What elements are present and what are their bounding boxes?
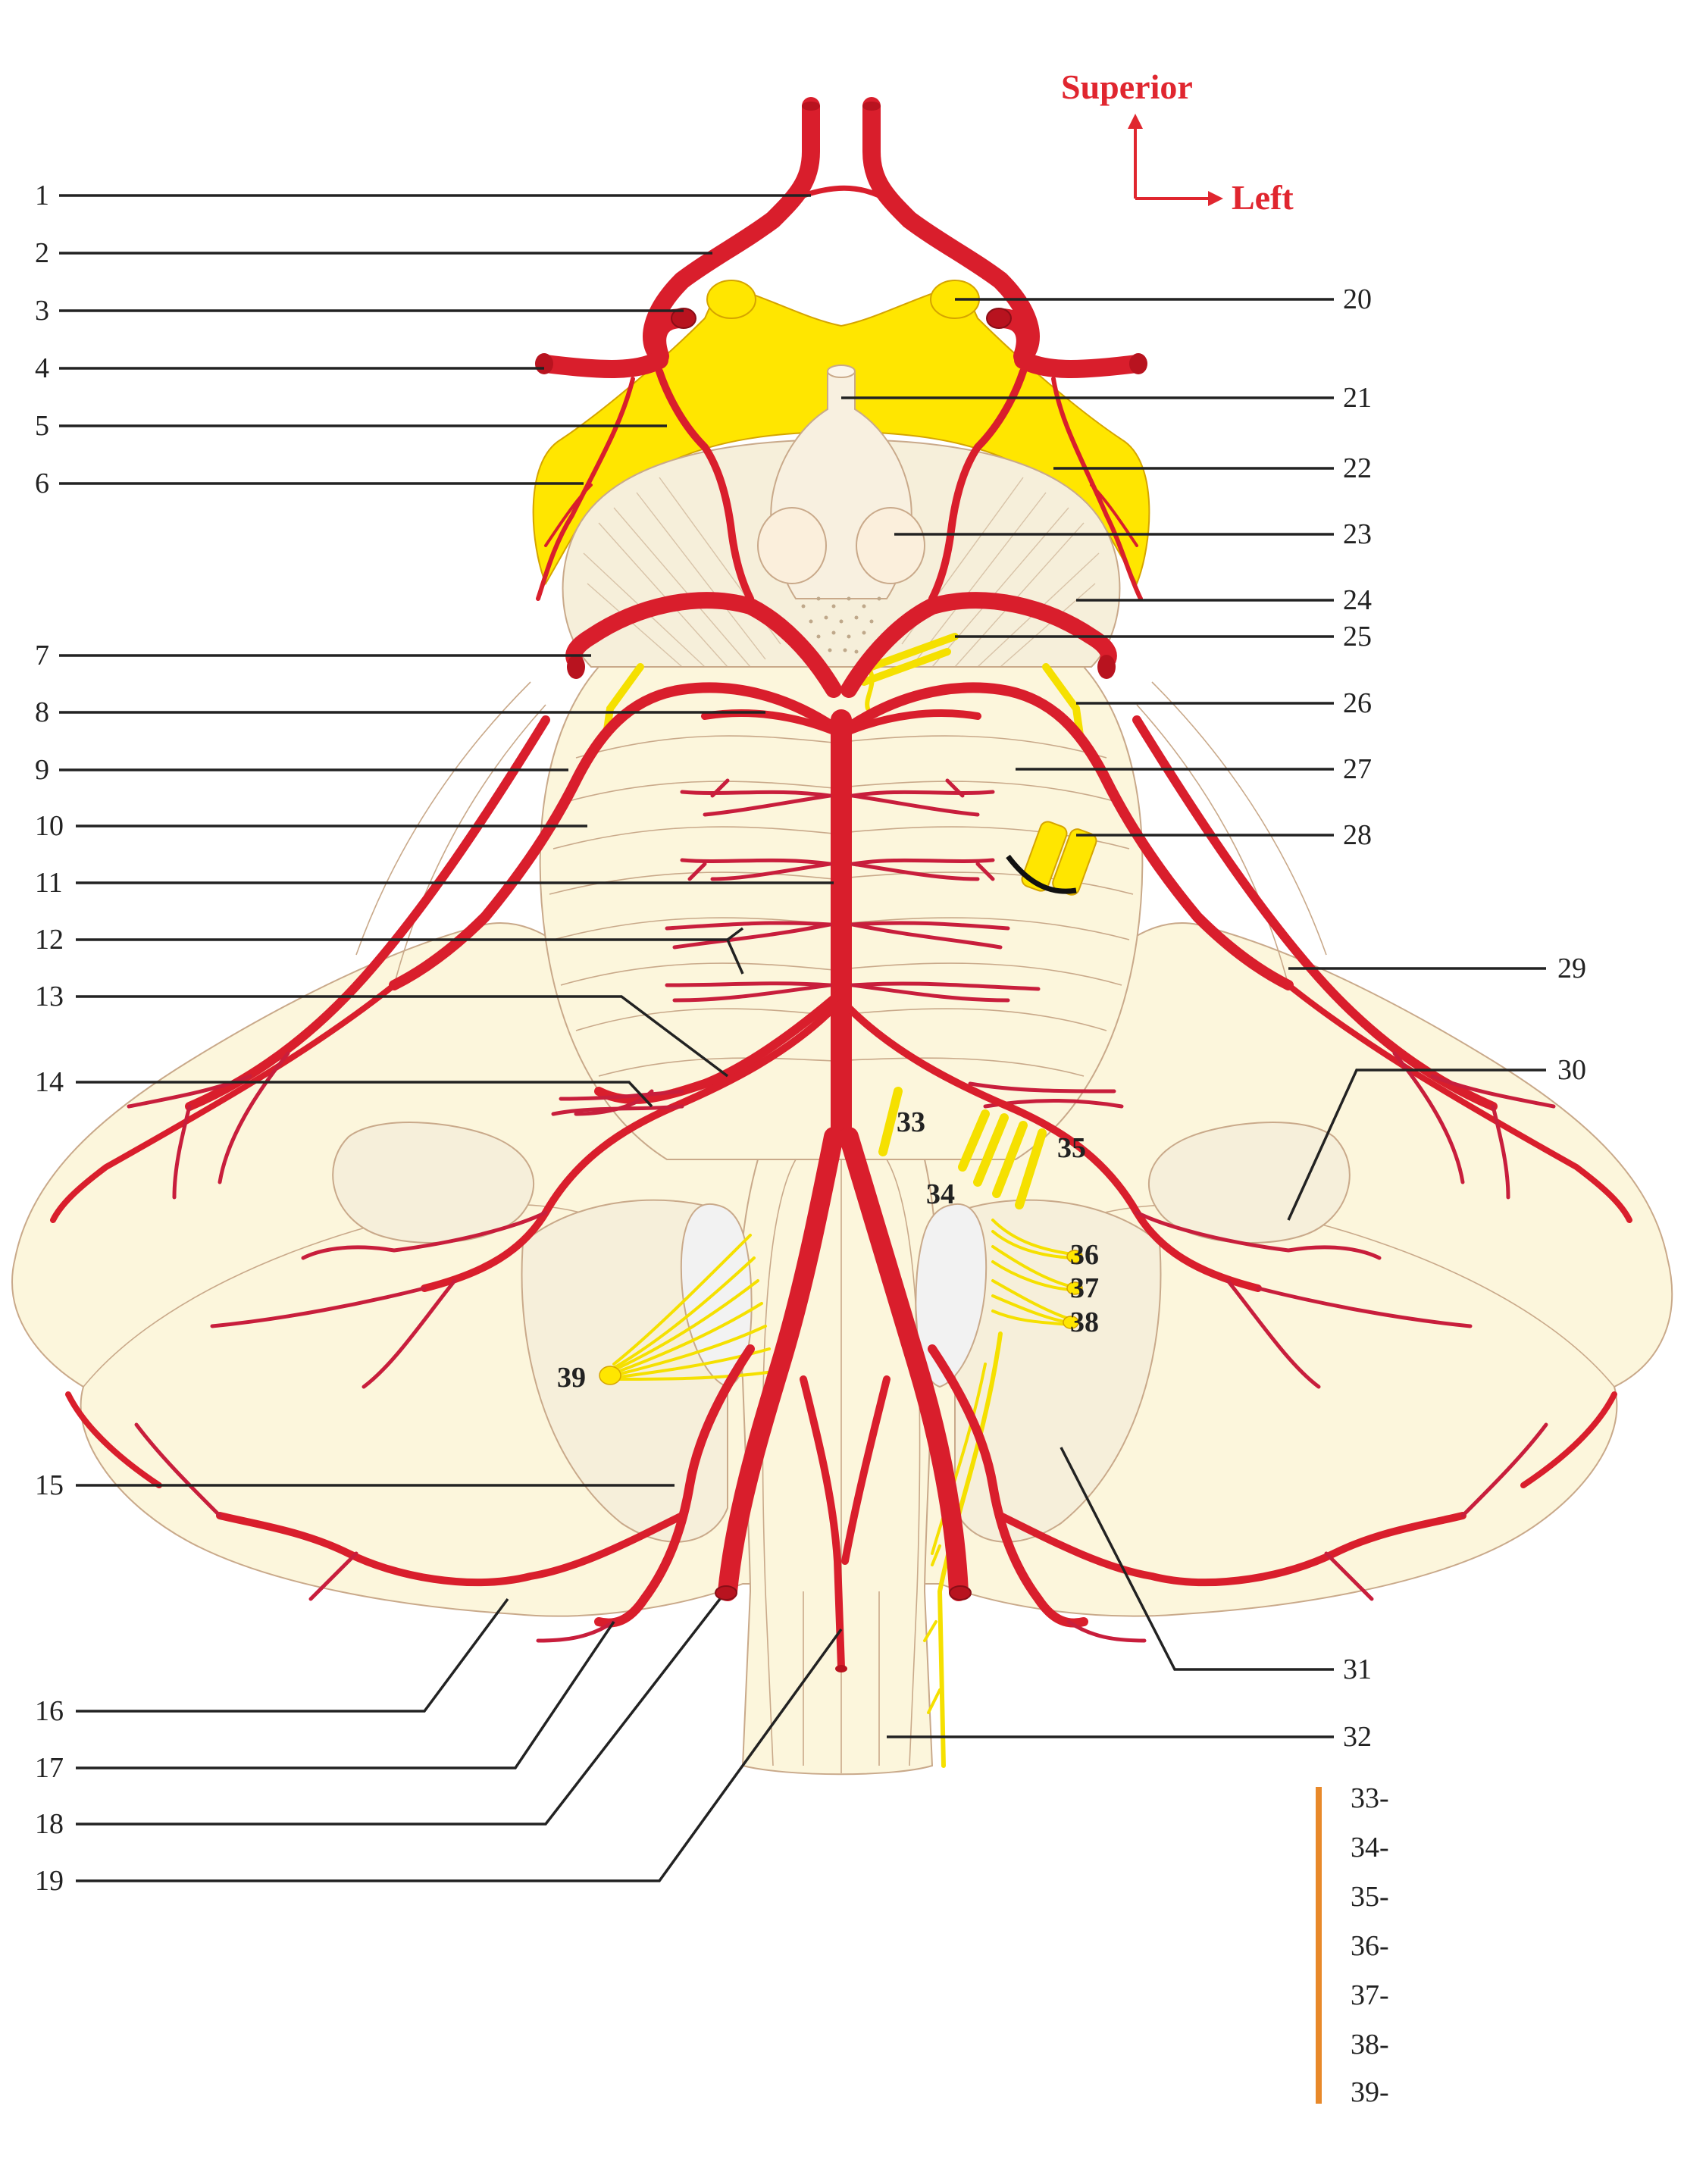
label-32: 32 [1343, 1721, 1372, 1753]
label-7: 7 [35, 640, 49, 671]
label-14: 14 [35, 1066, 64, 1098]
label-34: 34 [926, 1178, 955, 1210]
label-10: 10 [35, 810, 64, 842]
label-20: 20 [1343, 283, 1372, 315]
ica-cut-right-side [671, 308, 696, 329]
legend-item-34: 34- [1351, 1832, 1389, 1863]
label-37: 37 [1070, 1272, 1099, 1304]
label-11: 11 [35, 867, 63, 899]
legend-item-38: 38- [1351, 2029, 1389, 2060]
label-18: 18 [35, 1808, 64, 1840]
label-31: 31 [1343, 1654, 1372, 1685]
label-15: 15 [35, 1469, 64, 1501]
label-19: 19 [35, 1865, 64, 1897]
label-36: 36 [1070, 1239, 1099, 1271]
medulla-oblongata [738, 1159, 938, 1776]
label-39: 39 [557, 1362, 586, 1394]
cranial-nerves [599, 633, 1097, 1768]
label-17: 17 [35, 1752, 64, 1784]
label-4: 4 [35, 352, 49, 384]
label-12: 12 [35, 924, 64, 956]
label-38: 38 [1070, 1306, 1099, 1338]
label-25: 25 [1343, 621, 1372, 652]
optic-nerve-stump-right-side [706, 280, 756, 319]
label-22: 22 [1343, 452, 1372, 484]
label-30: 30 [1557, 1054, 1586, 1086]
label-3: 3 [35, 295, 49, 327]
pyramid-right [886, 1159, 921, 1766]
label-5: 5 [35, 410, 49, 442]
orientation-indicator: Superior Left [1061, 67, 1294, 217]
legend-item-37: 37- [1351, 1979, 1389, 2011]
label-27: 27 [1343, 753, 1372, 785]
nerve-labels: 33 34 35 36 37 38 39 [557, 1106, 1099, 1394]
legend-item-33: 33- [1351, 1782, 1389, 1814]
ica-cut-left-side [986, 308, 1012, 329]
legend-item-36: 36- [1351, 1930, 1389, 1962]
nerve-fan-right [991, 1219, 1074, 1326]
leader-lines [59, 194, 1546, 1882]
label-23: 23 [1343, 518, 1372, 550]
flocculus-left [332, 1122, 535, 1244]
label-29: 29 [1557, 953, 1586, 984]
pyramid-left [762, 1159, 797, 1766]
legend-item-35: 35- [1351, 1881, 1389, 1913]
arteries [50, 97, 1632, 1672]
label-8: 8 [35, 696, 49, 728]
legend-item-39: 39- [1351, 2076, 1389, 2108]
trigeminal-nerve [1006, 821, 1097, 896]
flocculus-right [1147, 1122, 1351, 1244]
label-9: 9 [35, 754, 49, 786]
left-labels: 1 2 3 4 5 6 7 8 9 10 11 12 13 14 15 16 1… [35, 180, 64, 1897]
mammillary-body-left [757, 507, 827, 584]
posterior-perforated-substance [801, 596, 881, 654]
label-6: 6 [35, 468, 49, 499]
label-28: 28 [1343, 819, 1372, 851]
label-26: 26 [1343, 687, 1372, 719]
mammillary-body-right [856, 507, 925, 584]
label-13: 13 [35, 981, 64, 1012]
vertebral-cut-right-side [715, 1585, 737, 1600]
pontine-branches [665, 778, 1041, 1003]
label-24: 24 [1343, 584, 1372, 616]
label-21: 21 [1343, 382, 1372, 414]
label-33: 33 [897, 1106, 925, 1138]
right-labels: 20 21 22 23 24 25 26 27 28 29 30 31 32 [1343, 283, 1586, 1753]
label-35: 35 [1057, 1132, 1086, 1164]
superior-label: Superior [1061, 67, 1193, 106]
label-16: 16 [35, 1695, 64, 1727]
olive-right [915, 1203, 988, 1388]
label-2: 2 [35, 237, 49, 269]
left-direction-label: Left [1232, 178, 1294, 217]
vertebral-cut-left-side [949, 1585, 972, 1600]
infundibulum-top [827, 365, 856, 378]
legend: 33- 34- 35- 36- 37- 38- 39- [1316, 1782, 1389, 2108]
legend-bar [1316, 1787, 1322, 2104]
label-1: 1 [35, 180, 49, 211]
